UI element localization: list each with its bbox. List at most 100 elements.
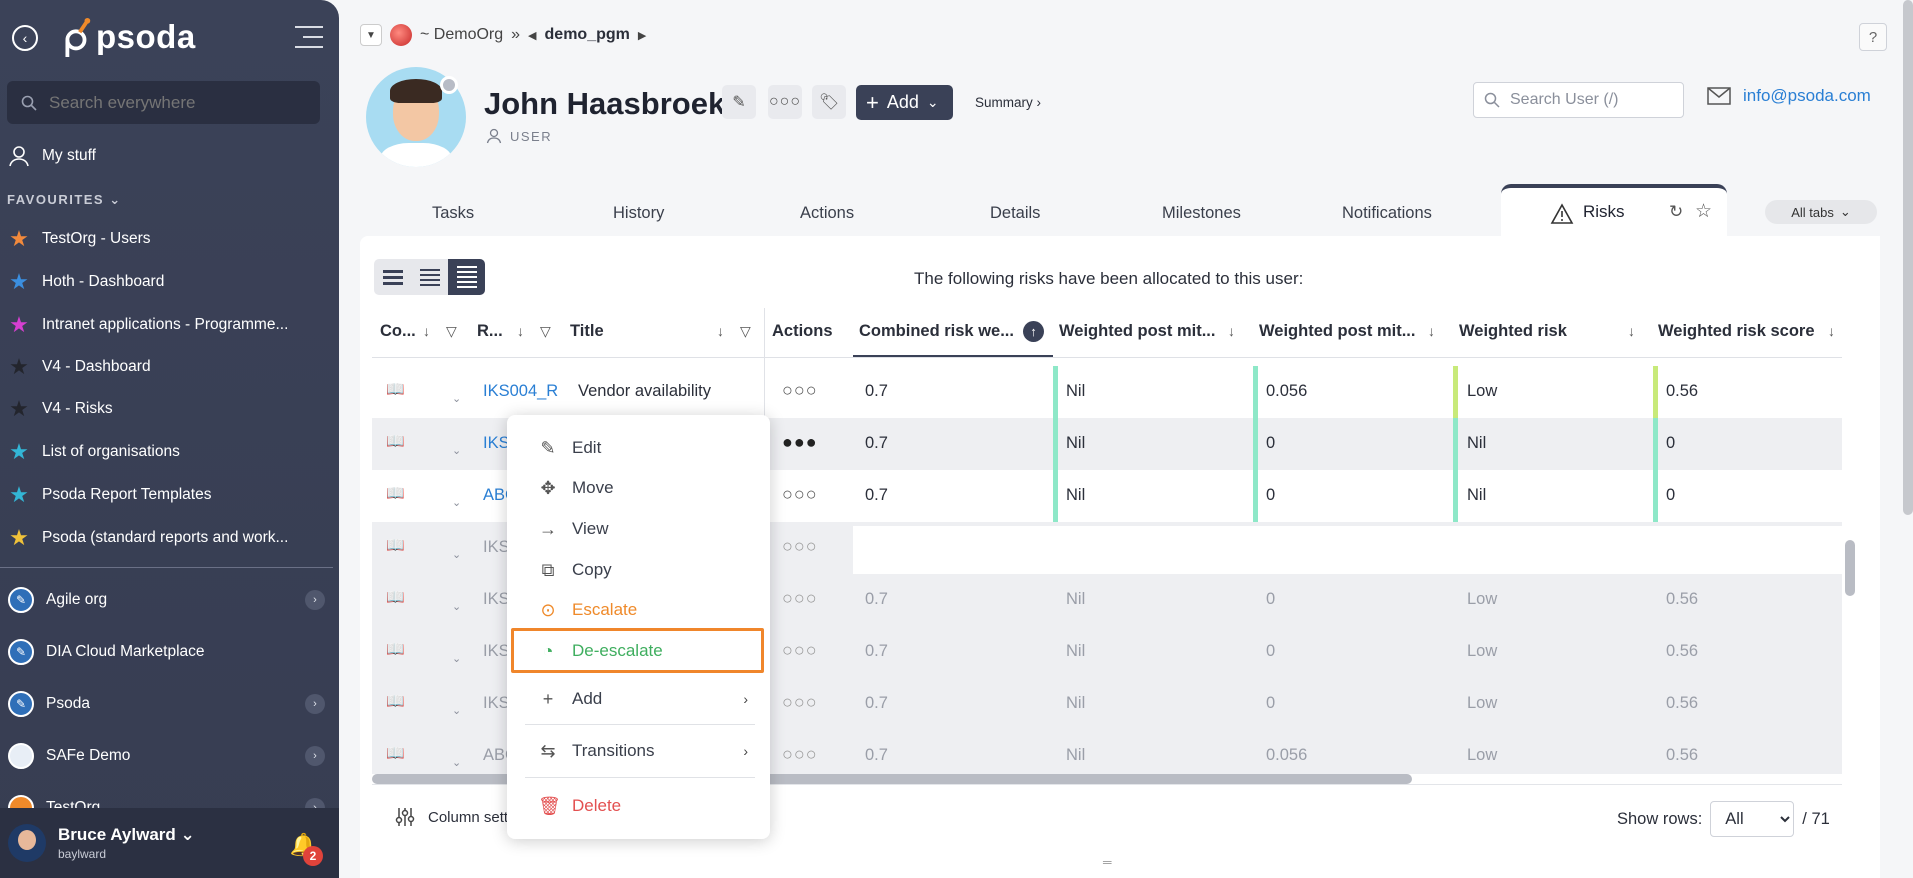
chevron-down-icon[interactable]: ⌄ — [452, 497, 462, 509]
row-actions-icon[interactable]: ○○○ — [782, 744, 818, 764]
psoda-logo[interactable]: psoda — [58, 17, 196, 57]
sort-down-icon[interactable]: ↓ — [1428, 323, 1435, 339]
collapse-menu-icon[interactable] — [293, 26, 323, 48]
menu-item-move[interactable]: ✥ Move — [538, 471, 758, 505]
risk-ref-link[interactable]: IKS — [483, 642, 510, 660]
row-actions-icon[interactable]: ○○○ — [782, 640, 818, 660]
column-settings-button[interactable]: Column setti — [394, 806, 511, 828]
col-header-weighted-post-mit-1[interactable]: Weighted post mit... — [1059, 322, 1216, 340]
current-user[interactable]: Bruce Aylward ⌄ baylward 🔔 2 — [0, 808, 339, 878]
filter-icon[interactable]: ▽ — [540, 323, 551, 339]
chevron-right-icon[interactable]: › — [305, 694, 325, 714]
table-vertical-scrollbar[interactable] — [1845, 540, 1855, 596]
col-header-weighted-risk-score[interactable]: Weighted risk score — [1658, 322, 1815, 340]
user-search[interactable]: Search User (/) — [1473, 82, 1684, 118]
breadcrumb-org[interactable]: ~ DemoOrg — [420, 26, 504, 43]
menu-item-delete[interactable]: 🗑 Delete — [538, 789, 758, 823]
favourite-item[interactable]: ★ Intranet applications - Programme... — [0, 305, 339, 345]
summary-link[interactable]: Summary › — [975, 95, 1042, 110]
tab-actions[interactable]: Actions — [800, 204, 855, 222]
org-item-safe[interactable]: SAFe Demo › — [0, 736, 339, 776]
col-header-weighted-post-mit-2[interactable]: Weighted post mit... — [1259, 322, 1416, 340]
tag-button[interactable]: 🏷 — [812, 85, 846, 119]
book-icon[interactable]: 📖 — [386, 433, 405, 450]
row-actions-icon[interactable]: ●●● — [782, 432, 818, 452]
breadcrumb-program[interactable]: demo_pgm — [544, 26, 630, 43]
book-icon[interactable]: 📖 — [386, 537, 405, 554]
sidebar-search[interactable] — [7, 81, 320, 124]
all-tabs-dropdown[interactable]: All tabs ⌄ — [1765, 200, 1877, 224]
sort-down-icon[interactable]: ↓ — [1228, 323, 1235, 339]
chevron-down-icon[interactable]: ⌄ — [452, 549, 462, 561]
sort-down-icon[interactable]: ↓ — [717, 323, 724, 339]
chevron-down-icon[interactable]: ⌄ — [452, 757, 462, 769]
sort-up-icon[interactable]: ↑ — [1023, 321, 1044, 342]
book-icon[interactable]: 📖 — [386, 381, 405, 398]
risk-ref-link[interactable]: IKS — [483, 434, 510, 452]
page-vertical-scrollbar[interactable] — [1903, 0, 1913, 515]
favourite-item[interactable]: ★ V4 - Risks — [0, 389, 339, 429]
book-icon[interactable]: 📖 — [386, 745, 405, 762]
view-grid-button[interactable] — [448, 259, 485, 295]
star-outline-icon[interactable]: ☆ — [1695, 201, 1713, 222]
chevron-right-icon[interactable]: › — [305, 746, 325, 766]
email-link[interactable]: info@psoda.com — [1707, 86, 1871, 106]
more-button[interactable]: ○○○ — [768, 85, 802, 119]
menu-item-view[interactable]: → View — [538, 512, 758, 546]
chevron-right-icon[interactable]: › — [305, 590, 325, 610]
filter-icon[interactable]: ▽ — [740, 323, 751, 339]
search-everywhere-input[interactable] — [49, 92, 289, 113]
favourite-item[interactable]: ★ TestOrg - Users — [0, 219, 339, 259]
tab-tasks[interactable]: Tasks — [432, 204, 475, 222]
col-header-title[interactable]: Title — [570, 322, 604, 340]
book-icon[interactable]: 📖 — [386, 641, 405, 658]
sort-down-icon[interactable]: ↓ — [423, 323, 430, 339]
favourite-item[interactable]: ★ Psoda Report Templates — [0, 475, 339, 515]
chevron-down-icon[interactable]: ⌄ — [452, 393, 462, 405]
chevron-down-icon[interactable]: ⌄ — [452, 705, 462, 717]
chevron-down-icon[interactable]: ⌄ — [452, 601, 462, 613]
risk-ref-link[interactable]: IKS — [483, 538, 510, 556]
menu-item-copy[interactable]: ⧉ Copy — [538, 553, 758, 587]
favourite-item[interactable]: ★ Psoda (standard reports and work... — [0, 518, 339, 558]
tab-milestones[interactable]: Milestones — [1162, 204, 1241, 222]
menu-item-deescalate[interactable]: ◔ De-escalate — [538, 634, 758, 668]
col-header-co[interactable]: Co... — [380, 322, 416, 340]
book-icon[interactable]: 📖 — [386, 589, 405, 606]
caret-right-icon[interactable]: ▶ — [637, 29, 647, 42]
horizontal-scrollbar[interactable] — [372, 774, 1412, 784]
menu-item-add[interactable]: + Add › — [538, 682, 758, 716]
row-actions-icon[interactable]: ○○○ — [782, 484, 818, 504]
favourite-item[interactable]: ★ List of organisations — [0, 432, 339, 472]
my-stuff-link[interactable]: My stuff — [0, 136, 339, 176]
book-icon[interactable]: 📖 — [386, 485, 405, 502]
refresh-icon[interactable]: ↻ — [1669, 202, 1684, 221]
org-item-agile[interactable]: ✎ Agile org › — [0, 580, 339, 620]
chevron-down-icon[interactable]: ⌄ — [452, 445, 462, 457]
risk-ref-link[interactable]: IKS — [483, 590, 510, 608]
tab-history[interactable]: History — [613, 204, 665, 222]
sort-down-icon[interactable]: ↓ — [1828, 323, 1835, 339]
back-icon[interactable]: ‹ — [12, 25, 38, 51]
book-icon[interactable]: 📖 — [386, 693, 405, 710]
filter-icon[interactable]: ▽ — [446, 323, 457, 339]
risk-ref-link[interactable]: IKS004_R — [483, 382, 559, 400]
view-compact-button[interactable] — [374, 259, 411, 295]
row-actions-icon[interactable]: ○○○ — [782, 588, 818, 608]
chevron-down-icon[interactable]: ⌄ — [452, 653, 462, 665]
caret-left-icon[interactable]: ◀ — [528, 29, 537, 42]
favourites-header[interactable]: FAVOURITES ⌄ — [7, 192, 122, 208]
favourite-item[interactable]: ★ V4 - Dashboard — [0, 347, 339, 387]
tab-risks[interactable]: Risks ↻ ☆ — [1501, 184, 1727, 236]
show-rows-select[interactable]: All — [1710, 801, 1795, 837]
col-header-ref[interactable]: R... — [477, 322, 503, 340]
edit-button[interactable]: ✎ — [722, 85, 756, 119]
org-item-psoda[interactable]: ✎ Psoda › — [0, 684, 339, 724]
menu-item-edit[interactable]: ✎ Edit — [538, 431, 758, 465]
row-actions-icon[interactable]: ○○○ — [782, 692, 818, 712]
table-row[interactable]: 📖 ⌄ IKS004_R Vendor availability ○○○ 0.7 … — [372, 366, 1842, 418]
risk-ref-link[interactable]: IKS — [483, 694, 510, 712]
help-button[interactable]: ? — [1859, 23, 1887, 51]
tab-details[interactable]: Details — [990, 204, 1041, 222]
chevron-down-icon[interactable]: ▼ — [360, 24, 382, 46]
